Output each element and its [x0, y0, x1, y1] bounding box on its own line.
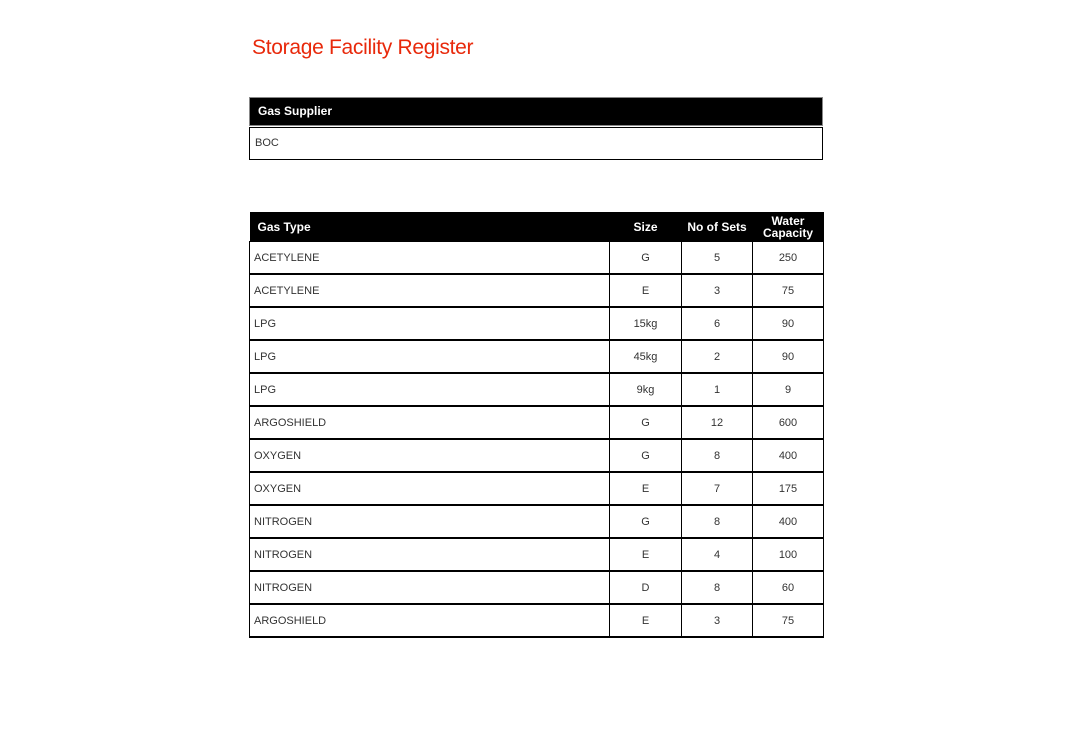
gas-type-cell: OXYGEN — [249, 471, 610, 506]
size-cell: E — [609, 273, 682, 308]
water-capacity-cell: 9 — [752, 372, 824, 407]
table-row: ARGOSHIELD E 3 75 — [249, 603, 824, 638]
water-capacity-cell: 250 — [752, 241, 824, 275]
column-header-water-capacity: Water Capacity — [752, 212, 824, 242]
water-capacity-cell: 400 — [752, 438, 824, 473]
water-capacity-cell: 175 — [752, 471, 824, 506]
gas-type-cell: NITROGEN — [249, 504, 610, 539]
no-of-sets-cell: 8 — [681, 570, 753, 605]
table-row: ACETYLENE G 5 250 — [249, 241, 824, 275]
water-capacity-cell: 600 — [752, 405, 824, 440]
table-header-row: Gas Type Size No of Sets Water Capacity — [249, 212, 824, 242]
no-of-sets-cell: 1 — [681, 372, 753, 407]
gas-type-cell: NITROGEN — [249, 537, 610, 572]
gas-supplier-header: Gas Supplier — [249, 97, 823, 126]
size-cell: G — [609, 504, 682, 539]
gas-supplier-section: Gas Supplier BOC — [249, 97, 823, 160]
gas-type-cell: ARGOSHIELD — [249, 405, 610, 440]
water-capacity-cell: 90 — [752, 339, 824, 374]
table-row: NITROGEN G 8 400 — [249, 504, 824, 539]
no-of-sets-cell: 3 — [681, 273, 753, 308]
gas-type-cell: OXYGEN — [249, 438, 610, 473]
size-cell: G — [609, 241, 682, 275]
size-cell: 15kg — [609, 306, 682, 341]
gas-type-cell: ACETYLENE — [249, 241, 610, 275]
column-header-size: Size — [609, 212, 682, 242]
gas-storage-table: Gas Type Size No of Sets Water Capacity … — [249, 212, 824, 638]
table-row: LPG 9kg 1 9 — [249, 372, 824, 407]
no-of-sets-cell: 3 — [681, 603, 753, 638]
no-of-sets-cell: 8 — [681, 504, 753, 539]
size-cell: G — [609, 405, 682, 440]
gas-type-cell: ARGOSHIELD — [249, 603, 610, 638]
no-of-sets-cell: 4 — [681, 537, 753, 572]
size-cell: E — [609, 471, 682, 506]
table-row: ARGOSHIELD G 12 600 — [249, 405, 824, 440]
water-capacity-cell: 75 — [752, 603, 824, 638]
gas-type-cell: NITROGEN — [249, 570, 610, 605]
no-of-sets-cell: 5 — [681, 241, 753, 275]
water-capacity-cell: 90 — [752, 306, 824, 341]
size-cell: D — [609, 570, 682, 605]
no-of-sets-cell: 8 — [681, 438, 753, 473]
table-row: OXYGEN G 8 400 — [249, 438, 824, 473]
table-row: NITROGEN E 4 100 — [249, 537, 824, 572]
water-capacity-cell: 400 — [752, 504, 824, 539]
no-of-sets-cell: 12 — [681, 405, 753, 440]
page-title: Storage Facility Register — [252, 36, 474, 59]
water-capacity-cell: 100 — [752, 537, 824, 572]
column-header-no-of-sets: No of Sets — [681, 212, 753, 242]
table-row: NITROGEN D 8 60 — [249, 570, 824, 605]
no-of-sets-cell: 6 — [681, 306, 753, 341]
gas-type-cell: ACETYLENE — [249, 273, 610, 308]
column-header-gas-type: Gas Type — [249, 212, 610, 242]
no-of-sets-cell: 2 — [681, 339, 753, 374]
size-cell: E — [609, 537, 682, 572]
size-cell: 9kg — [609, 372, 682, 407]
size-cell: G — [609, 438, 682, 473]
gas-type-cell: LPG — [249, 372, 610, 407]
no-of-sets-cell: 7 — [681, 471, 753, 506]
water-capacity-cell: 60 — [752, 570, 824, 605]
table-row: OXYGEN E 7 175 — [249, 471, 824, 506]
gas-type-cell: LPG — [249, 339, 610, 374]
table-row: LPG 45kg 2 90 — [249, 339, 824, 374]
water-capacity-cell: 75 — [752, 273, 824, 308]
size-cell: 45kg — [609, 339, 682, 374]
size-cell: E — [609, 603, 682, 638]
gas-type-cell: LPG — [249, 306, 610, 341]
gas-supplier-value: BOC — [249, 127, 823, 160]
table-row: ACETYLENE E 3 75 — [249, 273, 824, 308]
table-row: LPG 15kg 6 90 — [249, 306, 824, 341]
